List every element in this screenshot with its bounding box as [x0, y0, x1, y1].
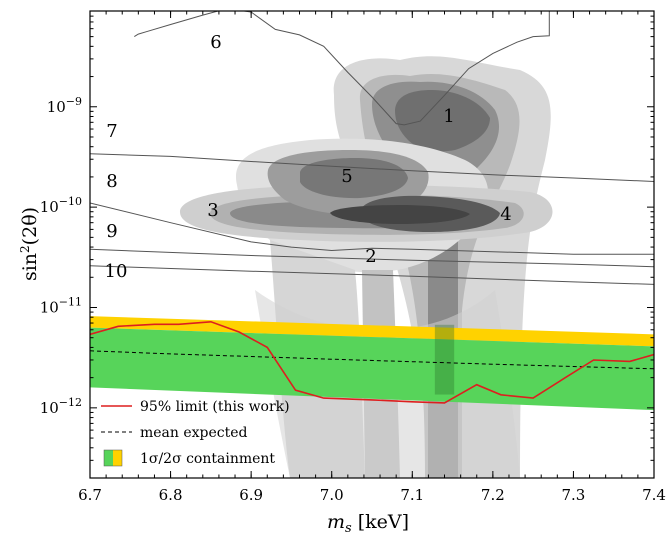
band-overlap — [434, 324, 455, 395]
contour-regions — [180, 56, 553, 478]
x-axis-title: ms [keV] — [327, 511, 409, 536]
contour-label-1: 1 — [443, 106, 454, 127]
prior-line-7 — [90, 153, 654, 182]
containment-bands — [90, 316, 654, 411]
x-tick-label: 6.7 — [78, 486, 102, 504]
prior-line-10 — [90, 265, 654, 285]
prior-label-10: 10 — [105, 261, 128, 282]
curve-labels: 6 7 8 9 10 1 2 3 4 5 — [105, 32, 512, 282]
y-tick-label: 10−9 — [47, 95, 82, 116]
x-tick-label: 7.2 — [481, 486, 505, 504]
x-tick-label: 7.3 — [561, 486, 585, 504]
x-tick-label: 7.0 — [320, 486, 344, 504]
y-tick-label: 10−10 — [40, 195, 82, 216]
contour-region — [395, 90, 490, 152]
prior-label-6: 6 — [210, 32, 221, 53]
contour-region — [330, 205, 470, 224]
x-tick-label: 7.1 — [400, 486, 424, 504]
prior-line-9 — [90, 248, 654, 268]
contour-label-3: 3 — [207, 200, 218, 221]
x-tick-label: 7.4 — [642, 486, 666, 504]
contour-label-5: 5 — [341, 166, 352, 187]
prior-label-7: 7 — [106, 121, 117, 142]
legend-label: mean expected — [140, 425, 248, 441]
limit-line — [90, 320, 654, 404]
x-tick-label: 6.9 — [239, 486, 263, 504]
legend-2sigma-swatch — [113, 450, 122, 466]
legend: 95% limit (this work) mean expected 1σ/2σ … — [101, 399, 290, 467]
legend-label: 1σ/2σ containment — [140, 451, 275, 467]
legend-band-frame — [103, 449, 123, 467]
prior-label-8: 8 — [106, 171, 117, 192]
mean-expected-line — [90, 350, 654, 370]
contour-label-2: 2 — [365, 246, 376, 267]
plot-frame — [89, 10, 655, 479]
legend-1sigma-swatch — [104, 450, 113, 466]
y-axis-title: sin2(2θ) — [18, 207, 41, 281]
axes: 6.7 6.8 6.9 7.0 7.1 7.2 7.3 7.4 10−12 10−11 10−10 1… — [40, 10, 666, 504]
band-2sigma — [90, 316, 654, 347]
band-1sigma — [90, 327, 654, 411]
x-tick-label: 6.8 — [159, 486, 183, 504]
prior-label-9: 9 — [106, 221, 117, 242]
contour-label-4: 4 — [500, 204, 511, 225]
y-tick-label: 10−12 — [40, 396, 82, 417]
prior-line-8 — [90, 202, 654, 255]
prior-line-6 — [134, 11, 550, 126]
y-tick-label: 10−11 — [40, 295, 82, 316]
contour-region — [300, 158, 408, 199]
curves — [90, 11, 654, 404]
legend-label: 95% limit (this work) — [140, 399, 290, 415]
